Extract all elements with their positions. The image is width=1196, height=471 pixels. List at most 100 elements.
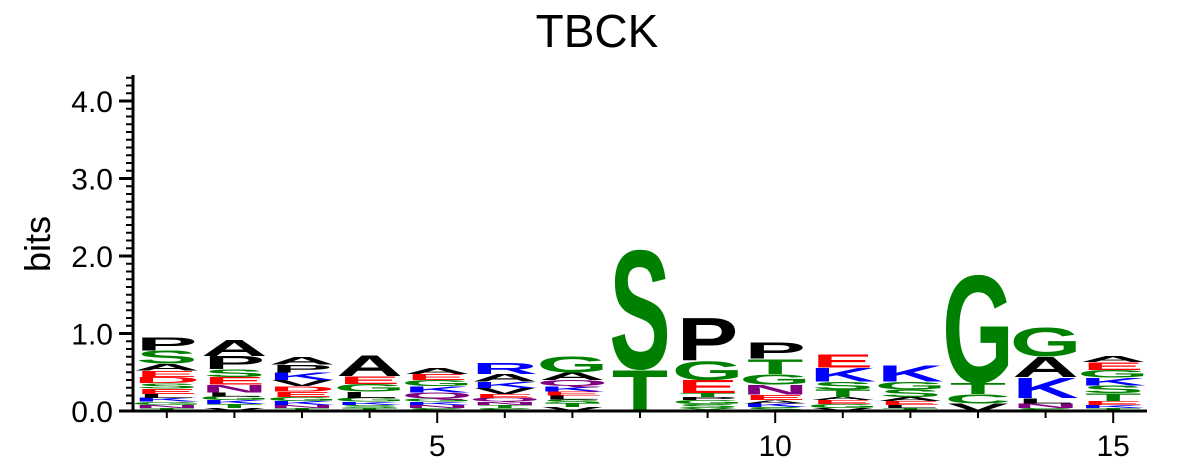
logo-letter: K [269,400,335,406]
logo-letter: V [542,406,604,412]
logo-letter: S [609,214,670,404]
logo-letter: K [404,385,470,394]
logo-letter: L [1017,397,1073,405]
logo-letter: K [472,380,538,389]
logo-letter: E [407,372,468,381]
logo-letter: K [810,365,876,386]
logo-column-5: SNKGQKGEA [401,366,473,412]
logo-letter: E [812,399,873,405]
logo-letter: Q [537,379,609,388]
logo-letter: G [1010,320,1082,365]
logo-letter: P [677,305,738,374]
logo-letter: E [136,369,197,378]
logo-letter: V [271,379,333,388]
x-tick-label: 10 [759,430,792,463]
logo-letter: P [745,337,806,363]
logo-letter: G [131,401,203,406]
logo-letter: L [882,404,938,409]
logo-letter: G [942,243,1014,415]
logo-letter: T [206,403,262,409]
logo-letter: K [1080,404,1146,409]
logo-letter: A [269,355,335,367]
logo-letter: E [542,391,603,397]
logo-letter: E [339,374,400,386]
logo-letter: G [739,371,811,388]
logo-column-11: VGEATSKE [807,352,879,412]
logo-letter: R [472,359,538,377]
logo-letter: N [134,404,200,409]
logo-letter: A [404,366,470,375]
logo-letter: S [204,367,265,379]
logo-column-12: TLEASGK [875,361,947,412]
logo-letter: P [204,353,265,373]
logo-letter: N [201,383,267,395]
logo-letter: D [269,385,335,393]
logo-column-2: VTKGLNESPA [199,335,271,412]
logo-letter: E [677,377,738,397]
logo-letter: G [1077,368,1149,380]
logo-letter: N [404,404,470,409]
logo-letter: K [539,385,605,393]
logo-letter: G [266,396,338,402]
logo-stacks: TNGKLESDEASPVTKGLNESPATNKGEDVKPATSKGLGEA… [131,214,1149,424]
logo-letter: G [875,380,947,392]
logo-letter: A [742,399,808,404]
logo-letter: K [336,401,402,406]
logo-letter: E [745,393,806,401]
logo-letter: A [201,335,267,361]
logo-letter: T [1085,391,1141,403]
logo-letter: S [880,387,941,399]
logo-letter: S [812,380,873,392]
axes: 0.0 1.0 2.0 3.0 4.0 5 10 15 [71,75,1147,463]
logo-letter: Q [401,391,473,400]
logo-letter: G [672,356,744,385]
logo-letter: A [539,370,605,382]
logo-letter: L [544,395,600,401]
logo-letter: K [201,399,267,405]
logo-letter: N [742,382,808,398]
x-tick-label: 5 [429,430,446,463]
logo-letter: S [745,406,806,412]
logo-letter: K [1080,376,1146,388]
logo-column-4: TSKGLGEA [334,350,406,412]
logo-letter: A [877,396,943,402]
logo-letter: G [334,397,406,403]
logo-column-9: YSGPTEGP [672,305,744,412]
y-tick-label: 1.0 [71,319,113,352]
logo-letter: G [199,395,271,401]
logo-letter: G [537,351,609,377]
logo-column-8: TS [609,214,670,424]
chart-title: TBCK [536,5,659,57]
y-tick-label: 3.0 [71,164,113,197]
logo-letter: S [1083,384,1144,396]
logo-letter: E [204,375,265,387]
logo-letter: E [271,390,332,398]
y-tick-label: 0.0 [71,396,113,429]
logo-letter: T [747,355,803,379]
logo-column-14: SNLKAG [1010,320,1082,412]
logo-letter: K [404,401,470,406]
logo-letter: A [1012,351,1078,383]
logo-letter: G [334,382,406,394]
logo-letter: L [139,393,195,399]
logo-letter: S [136,348,197,368]
logo-letter: K [134,397,200,403]
logo-letter: T [544,402,600,408]
logo-column-6: STNQEVKAR [469,359,541,412]
logo-letter: E [880,400,941,406]
logo-letter: S [542,398,603,404]
logo-letter: S [677,403,738,409]
logo-letter: G [672,399,744,405]
y-tick-label: 2.0 [71,241,113,274]
logo-letter: A [1080,355,1146,364]
logo-column-3: TNKGEDVKPA [266,355,338,412]
logo-letter: D [134,375,200,384]
logo-letter: C [945,392,1011,406]
logo-letter: K [269,370,335,382]
logo-letter: T [815,387,871,399]
logo-letter: P [677,396,738,401]
logo-letter: K [877,361,943,387]
